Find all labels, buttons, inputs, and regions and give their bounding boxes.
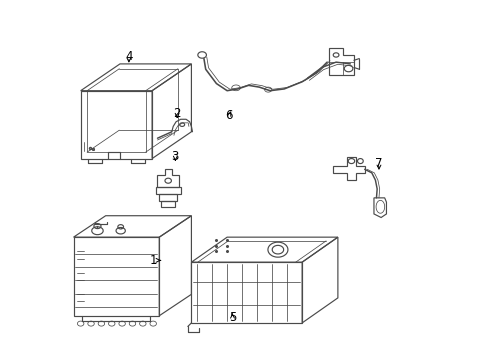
Text: 4: 4 bbox=[125, 50, 133, 63]
Text: 7: 7 bbox=[375, 157, 383, 170]
Text: 1: 1 bbox=[150, 254, 161, 267]
Text: 2: 2 bbox=[173, 107, 181, 120]
Text: 3: 3 bbox=[172, 150, 179, 163]
Text: 6: 6 bbox=[225, 109, 233, 122]
Text: 5: 5 bbox=[229, 311, 236, 324]
